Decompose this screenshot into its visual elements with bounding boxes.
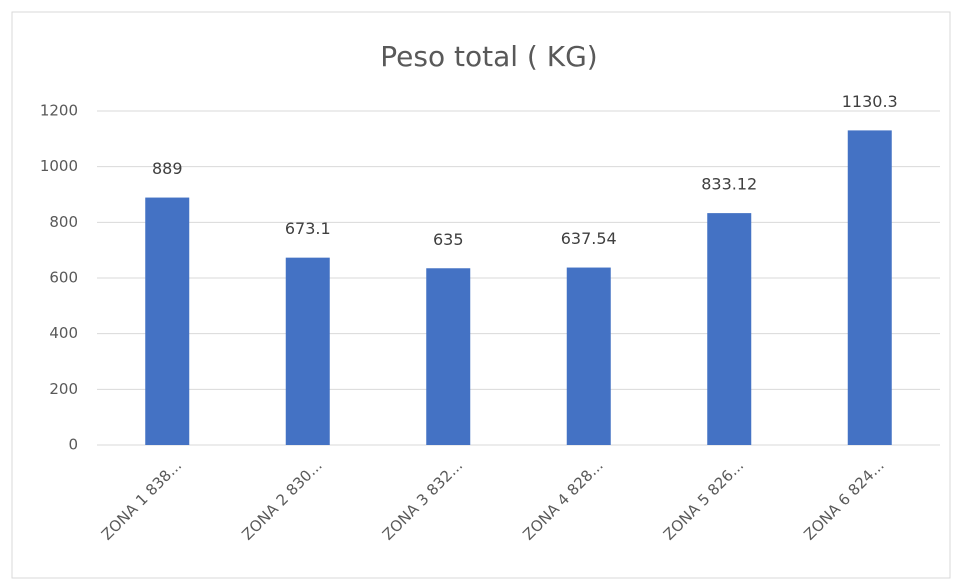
data-label: 833.12 (701, 175, 757, 194)
data-label: 635 (433, 230, 464, 249)
bar (426, 268, 471, 445)
y-tick-label: 1200 (40, 102, 78, 120)
bar (285, 257, 330, 445)
bar (566, 267, 611, 445)
y-tick-label: 0 (68, 436, 78, 454)
chart-title: Peso total ( KG) (380, 40, 597, 73)
y-tick-label: 200 (49, 380, 78, 398)
y-tick-label: 800 (49, 213, 78, 231)
y-tick-label: 1000 (40, 157, 78, 175)
bar (847, 130, 892, 445)
y-tick-label: 400 (49, 324, 78, 342)
bar (145, 197, 190, 445)
data-label: 637.54 (561, 229, 617, 248)
bar (707, 213, 752, 445)
data-label: 1130.3 (842, 92, 898, 111)
data-label: 673.1 (285, 219, 331, 238)
data-label: 889 (152, 159, 183, 178)
y-tick-label: 600 (49, 269, 78, 287)
